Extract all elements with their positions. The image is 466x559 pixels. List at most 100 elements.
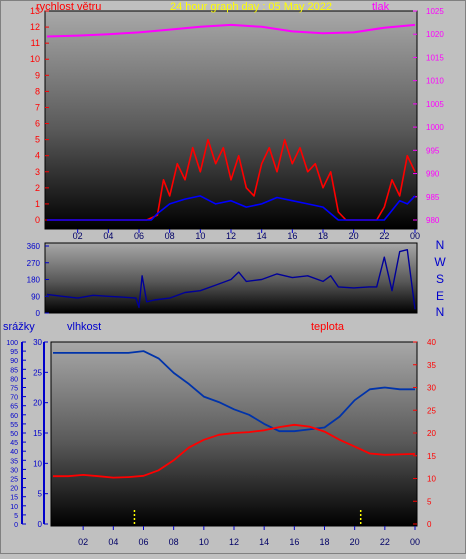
wind-speed-tick-label: 12 xyxy=(30,22,40,32)
rain-tick-label: 70 xyxy=(10,395,18,402)
top-x-tick-label: 02 xyxy=(73,231,83,241)
bottom-x-tick-label: 12 xyxy=(229,537,239,547)
temperature-tick-label: 40 xyxy=(427,338,436,347)
wind-speed-tick-label: 8 xyxy=(35,86,40,96)
top-x-tick-label: 14 xyxy=(257,231,267,241)
pressure-line xyxy=(46,23,416,38)
top-x-tick-label: 04 xyxy=(103,231,113,241)
compass-label-n-top: N xyxy=(436,238,445,252)
top-series-group xyxy=(46,23,416,221)
top-x-tick-label: 16 xyxy=(287,231,297,241)
top-x-tick-label: 20 xyxy=(349,231,359,241)
compass-label-n-bottom: N xyxy=(436,305,445,319)
rain-tick-label: 35 xyxy=(10,458,18,465)
top-x-tick-label: 00 xyxy=(410,231,420,241)
temperature-tick-label: 5 xyxy=(427,497,432,506)
compass-label-w: W xyxy=(434,255,446,269)
bottom-x-tick-label: 22 xyxy=(380,537,390,547)
temperature-tick-label: 35 xyxy=(427,361,436,370)
wind-speed-tick-label: 9 xyxy=(35,70,40,80)
wind-speed-tick-label: 4 xyxy=(35,151,40,161)
rain-tick-label: 40 xyxy=(10,449,18,456)
chart-title: 24 hour graph day : 05 May 2022 xyxy=(170,1,332,13)
pressure-tick-label: 995 xyxy=(426,146,440,155)
compass-label-e: E xyxy=(436,289,444,303)
rain-tick-label: 10 xyxy=(10,504,18,511)
rain-tick-label: 65 xyxy=(10,404,18,411)
rain-tick-label: 80 xyxy=(10,376,18,383)
rain-tick-label: 5 xyxy=(14,513,18,520)
humidity-axis: 0 5 10 15 20 25 30 xyxy=(33,338,48,529)
rain-tick-label: 15 xyxy=(10,495,18,502)
direction-tick-label: 270 xyxy=(27,259,41,268)
temperature-line xyxy=(53,423,416,479)
pressure-axis-label: tlak xyxy=(372,1,390,13)
direction-series-group xyxy=(46,248,416,310)
rain-tick-label: 90 xyxy=(10,358,18,365)
bottom-x-tick-label: 20 xyxy=(350,537,360,547)
humidity-tick-label: 20 xyxy=(33,399,42,408)
humidity-axis-label: vlhkost xyxy=(67,321,101,333)
rain-tick-label: 30 xyxy=(10,467,18,474)
wind-speed-tick-label: 11 xyxy=(31,38,40,48)
pressure-axis: 980 985 990 995 1000 1005 1010 1015 1020 1025 xyxy=(413,7,444,225)
pressure-tick-label: 1005 xyxy=(426,100,444,109)
wind-speed-tick-label: 5 xyxy=(35,135,40,145)
pressure-tick-label: 990 xyxy=(426,170,440,179)
temperature-tick-label: 25 xyxy=(427,406,436,415)
humidity-tick-label: 0 xyxy=(38,520,43,529)
direction-tick-label: 90 xyxy=(31,292,40,301)
rain-tick-label: 45 xyxy=(10,440,18,447)
rain-tick-label: 55 xyxy=(10,422,18,429)
wind-speed-axis-label: rychlost větru xyxy=(36,1,101,13)
wind-gust-line xyxy=(47,195,416,221)
bottom-x-tick-label: 10 xyxy=(199,537,209,547)
direction-tick-label: 180 xyxy=(27,276,41,285)
top-x-tick-label: 08 xyxy=(165,231,175,241)
humidity-line xyxy=(53,350,415,433)
wind-speed-tick-label: 0 xyxy=(35,215,40,225)
bottom-x-tick-label: 04 xyxy=(108,537,118,547)
top-x-tick-label: 06 xyxy=(134,231,144,241)
top-x-tick-label: 10 xyxy=(195,231,205,241)
wind-speed-tick-label: 3 xyxy=(35,167,40,177)
wind-speed-tick-label: 13 xyxy=(30,6,40,16)
rain-axis-label: srážky xyxy=(3,321,35,333)
bottom-plot-area xyxy=(50,341,418,527)
pressure-tick-label: 1010 xyxy=(426,77,444,86)
compass-label-s: S xyxy=(436,272,444,286)
pressure-tick-label: 1020 xyxy=(426,30,444,39)
rain-tick-label: 100 xyxy=(6,340,18,347)
temperature-axis: 0 5 10 15 20 25 30 35 40 xyxy=(413,338,436,529)
rain-tick-label: 60 xyxy=(10,413,18,420)
bottom-x-tick-label: 08 xyxy=(169,537,179,547)
temperature-tick-label: 20 xyxy=(427,429,436,438)
bottom-x-tick-label: 18 xyxy=(319,537,329,547)
top-x-axis: 02 04 06 08 10 12 14 16 18 20 22 00 xyxy=(73,229,420,241)
humidity-tick-label: 30 xyxy=(33,338,42,347)
temperature-tick-label: 0 xyxy=(427,520,432,529)
top-plot-area xyxy=(44,10,418,230)
humidity-tick-label: 10 xyxy=(33,459,42,468)
direction-tick-label: 0 xyxy=(36,309,41,318)
top-x-tick-label: 18 xyxy=(318,231,328,241)
pressure-tick-label: 1000 xyxy=(426,123,444,132)
temperature-tick-label: 15 xyxy=(427,452,436,461)
top-x-tick-label: 12 xyxy=(226,231,236,241)
direction-plot-area xyxy=(44,242,418,314)
top-x-tick-label: 22 xyxy=(379,231,389,241)
bottom-x-tick-label: 00 xyxy=(410,537,420,547)
rain-tick-label: 75 xyxy=(10,386,18,393)
wind-speed-tick-label: 7 xyxy=(35,102,40,112)
pressure-tick-label: 1015 xyxy=(426,53,444,62)
direction-axis: 0 90 180 270 360 xyxy=(27,242,49,318)
humidity-tick-label: 5 xyxy=(38,490,43,499)
wind-speed-tick-label: 2 xyxy=(35,183,40,193)
wind-direction-line xyxy=(46,248,416,310)
rain-tick-label: 50 xyxy=(10,431,18,438)
temperature-tick-label: 10 xyxy=(427,475,436,484)
pressure-tick-label: 1025 xyxy=(426,7,444,16)
